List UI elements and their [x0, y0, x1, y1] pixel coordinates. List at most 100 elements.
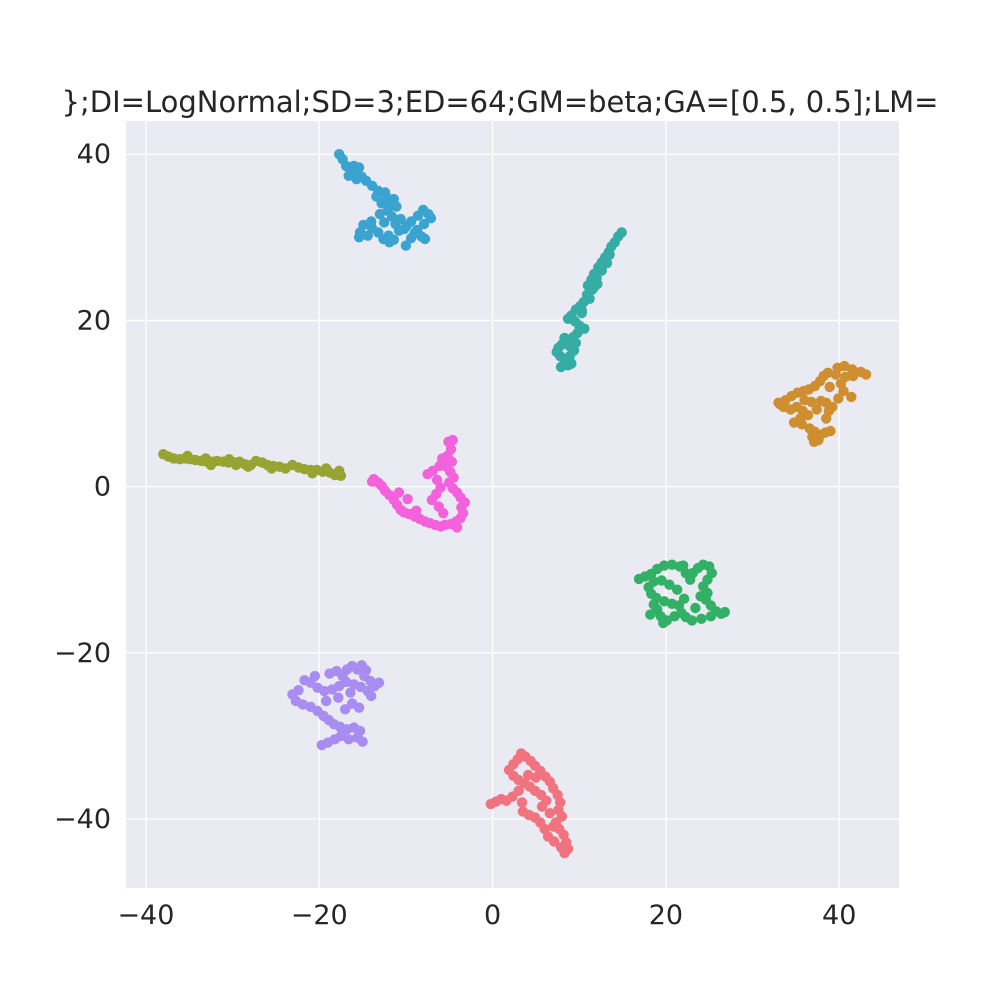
scatter-point	[522, 769, 534, 781]
scatter-point	[348, 679, 360, 690]
scatter-point	[299, 675, 310, 686]
scatter-point	[588, 282, 600, 293]
scatter-point	[243, 461, 254, 472]
data-points	[158, 149, 872, 859]
point-cluster-2	[551, 227, 627, 373]
scatter-point	[548, 821, 559, 832]
scatter-point	[316, 739, 327, 751]
x-tick-label: 20	[649, 900, 683, 931]
scatter-point	[426, 494, 438, 506]
point-cluster-3	[773, 360, 872, 447]
x-tick-labels: −40 −20 0 20 40	[117, 900, 856, 931]
scatter-point	[656, 575, 667, 586]
scatter-point	[659, 560, 670, 571]
scatter-point	[659, 596, 670, 607]
scatter-point	[815, 395, 827, 407]
scatter-point	[366, 223, 378, 234]
scatter-point	[418, 218, 430, 230]
scatter-point	[570, 337, 581, 349]
scatter-point	[223, 454, 235, 465]
x-tick-label: −40	[117, 900, 174, 931]
scatter-point	[839, 360, 850, 372]
scatter-point	[802, 410, 814, 421]
scatter-point	[374, 208, 386, 220]
point-cluster-5	[366, 434, 470, 533]
scatter-point	[512, 754, 523, 765]
scatter-point	[517, 806, 529, 817]
scatter-point	[485, 798, 496, 810]
scatter-point	[566, 358, 577, 369]
scatter-point	[357, 736, 368, 747]
scatter-point	[796, 419, 808, 430]
scatter-point	[353, 232, 365, 243]
x-tick-label: 0	[484, 900, 501, 931]
x-tick-label: 40	[822, 900, 856, 931]
scatter-point	[366, 476, 378, 487]
scatter-point	[860, 369, 872, 380]
scatter-point	[669, 611, 680, 622]
scatter-point	[648, 576, 659, 587]
scatter-point	[405, 216, 417, 227]
scatter-point	[400, 240, 412, 251]
point-cluster-6	[633, 559, 730, 629]
scatter-point	[419, 233, 431, 245]
scatter-point	[678, 560, 689, 571]
scatter-point	[658, 617, 669, 629]
point-cluster-1	[334, 149, 437, 251]
scatter-point	[327, 684, 338, 695]
y-tick-label: −20	[54, 638, 111, 669]
scatter-point	[353, 702, 365, 713]
scatter-point	[775, 399, 786, 410]
scatter-point	[399, 223, 410, 235]
scatter-point	[825, 425, 836, 437]
scatter-point	[438, 508, 449, 519]
scatter-point	[596, 265, 607, 276]
scatter-point	[307, 468, 318, 479]
scatter-point	[799, 395, 810, 406]
scatter-point	[447, 434, 458, 446]
point-cluster-8	[485, 748, 574, 859]
scatter-point	[379, 217, 390, 228]
scatter-point	[821, 413, 832, 424]
scatter-point	[516, 797, 528, 808]
scatter-point	[695, 591, 706, 602]
scatter-point	[205, 459, 217, 471]
scatter-point	[666, 559, 678, 570]
scatter-point	[321, 463, 332, 474]
scatter-point	[411, 505, 422, 516]
scatter-point	[309, 670, 321, 682]
scatter-point	[321, 695, 332, 707]
y-tick-label: 0	[94, 472, 111, 503]
scatter-point	[422, 469, 433, 480]
y-tick-label: 20	[77, 305, 111, 336]
scatter-point	[811, 404, 822, 415]
scatter-point	[846, 391, 857, 403]
scatter-point	[378, 233, 389, 245]
y-tick-label: 40	[77, 139, 111, 170]
scatter-point	[376, 198, 387, 209]
point-cluster-7	[287, 660, 385, 751]
scatter-point	[333, 692, 344, 703]
scatter-point	[830, 369, 841, 380]
scatter-point	[402, 493, 413, 505]
scatter-point	[425, 213, 437, 224]
scatter-point	[230, 459, 242, 471]
scatter-point	[807, 431, 818, 442]
scatter-point	[673, 600, 685, 611]
scatter-point	[833, 393, 844, 404]
point-cluster-4	[158, 449, 347, 481]
scatter-point	[604, 249, 615, 260]
scatter-point	[544, 808, 555, 819]
scatter-point	[601, 257, 613, 269]
scatter-point	[530, 772, 542, 783]
scatter-point	[719, 606, 730, 618]
scatter-point	[366, 690, 377, 702]
chart-title: };DI=LogNormal;SD=3;ED=64;GM=beta;GA=[0.…	[62, 85, 939, 119]
scatter-point	[182, 450, 193, 462]
scatter-point	[343, 734, 354, 745]
scatter-point	[645, 609, 656, 620]
scatter-point	[297, 699, 308, 710]
scatter-point	[555, 842, 567, 853]
x-tick-label: −20	[291, 900, 348, 931]
